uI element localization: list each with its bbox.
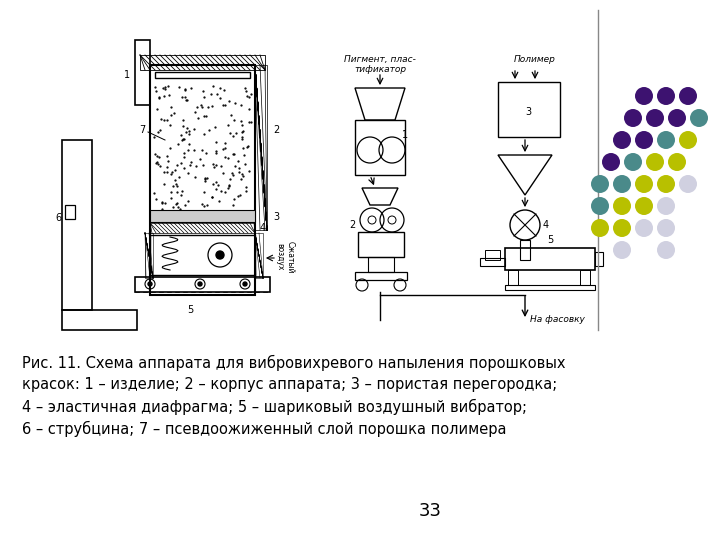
Bar: [595, 252, 603, 266]
Circle shape: [635, 87, 653, 105]
Bar: [505, 285, 595, 290]
Circle shape: [679, 131, 697, 149]
Circle shape: [591, 219, 609, 237]
Bar: [135, 277, 270, 292]
Text: Полимер: Полимер: [514, 55, 556, 64]
Text: Пигмент, плас-
тификатор: Пигмент, плас- тификатор: [344, 55, 416, 75]
Bar: [508, 270, 518, 285]
Text: красок: 1 – изделие; 2 – корпус аппарата; 3 – пористая перегородка;: красок: 1 – изделие; 2 – корпус аппарата…: [22, 377, 557, 392]
Text: 4: 4: [543, 220, 549, 230]
Text: 3: 3: [273, 212, 279, 222]
Circle shape: [624, 109, 642, 127]
Circle shape: [679, 87, 697, 105]
Text: 4: 4: [260, 223, 266, 233]
Text: 3: 3: [525, 107, 531, 117]
Text: 1: 1: [402, 130, 408, 140]
Circle shape: [613, 219, 631, 237]
Bar: [255, 65, 267, 230]
Bar: [480, 258, 505, 266]
Circle shape: [657, 219, 675, 237]
Circle shape: [613, 131, 631, 149]
Bar: [135, 40, 150, 105]
Circle shape: [613, 241, 631, 259]
Text: 2: 2: [273, 125, 279, 135]
Circle shape: [635, 175, 653, 193]
Circle shape: [668, 109, 686, 127]
Text: 5: 5: [187, 305, 193, 315]
Circle shape: [635, 131, 653, 149]
Bar: [62, 140, 92, 310]
Bar: [150, 223, 255, 233]
Bar: [485, 250, 500, 260]
Circle shape: [657, 175, 675, 193]
Circle shape: [613, 197, 631, 215]
Bar: [355, 272, 407, 280]
Circle shape: [388, 216, 396, 224]
Bar: [65, 205, 75, 219]
Circle shape: [368, 216, 376, 224]
Circle shape: [657, 87, 675, 105]
Bar: [140, 55, 265, 70]
Text: 5: 5: [547, 235, 553, 245]
Bar: [505, 248, 595, 270]
Bar: [150, 65, 255, 295]
Circle shape: [198, 282, 202, 286]
Circle shape: [591, 175, 609, 193]
Circle shape: [646, 109, 664, 127]
Text: 7: 7: [139, 125, 145, 135]
Circle shape: [635, 197, 653, 215]
Bar: [155, 72, 250, 78]
Bar: [520, 240, 530, 260]
Circle shape: [148, 282, 152, 286]
Circle shape: [243, 282, 247, 286]
Text: 33: 33: [418, 502, 441, 520]
Circle shape: [657, 131, 675, 149]
Text: На фасовку: На фасовку: [530, 315, 585, 324]
Circle shape: [624, 153, 642, 171]
Text: 6 – струбцина; 7 – псевдоожиженный слой порошка полимера: 6 – струбцина; 7 – псевдоожиженный слой …: [22, 421, 506, 437]
Text: 4 – эластичная диафрагма; 5 – шариковый воздушный вибратор;: 4 – эластичная диафрагма; 5 – шариковый …: [22, 399, 527, 415]
Bar: [150, 210, 255, 222]
Circle shape: [613, 175, 631, 193]
Bar: [150, 235, 255, 275]
Circle shape: [657, 197, 675, 215]
Bar: [368, 257, 394, 272]
Circle shape: [635, 219, 653, 237]
Bar: [62, 310, 137, 330]
Circle shape: [679, 175, 697, 193]
Circle shape: [591, 197, 609, 215]
Bar: [498, 82, 560, 137]
Circle shape: [690, 109, 708, 127]
Circle shape: [646, 153, 664, 171]
Bar: [255, 233, 263, 278]
Bar: [358, 232, 404, 257]
Bar: [145, 233, 153, 278]
Text: 1: 1: [124, 70, 130, 80]
Text: 6: 6: [56, 213, 62, 223]
Circle shape: [657, 241, 675, 259]
Text: Сжатый
воздух: Сжатый воздух: [275, 241, 294, 273]
Text: Рис. 11. Схема аппарата для вибровихревого напыления порошковых: Рис. 11. Схема аппарата для вибровихрево…: [22, 355, 565, 371]
Bar: [355, 120, 405, 175]
Bar: [580, 270, 590, 285]
Circle shape: [216, 251, 224, 259]
Circle shape: [668, 153, 686, 171]
Text: 2: 2: [348, 220, 355, 230]
Circle shape: [602, 153, 620, 171]
